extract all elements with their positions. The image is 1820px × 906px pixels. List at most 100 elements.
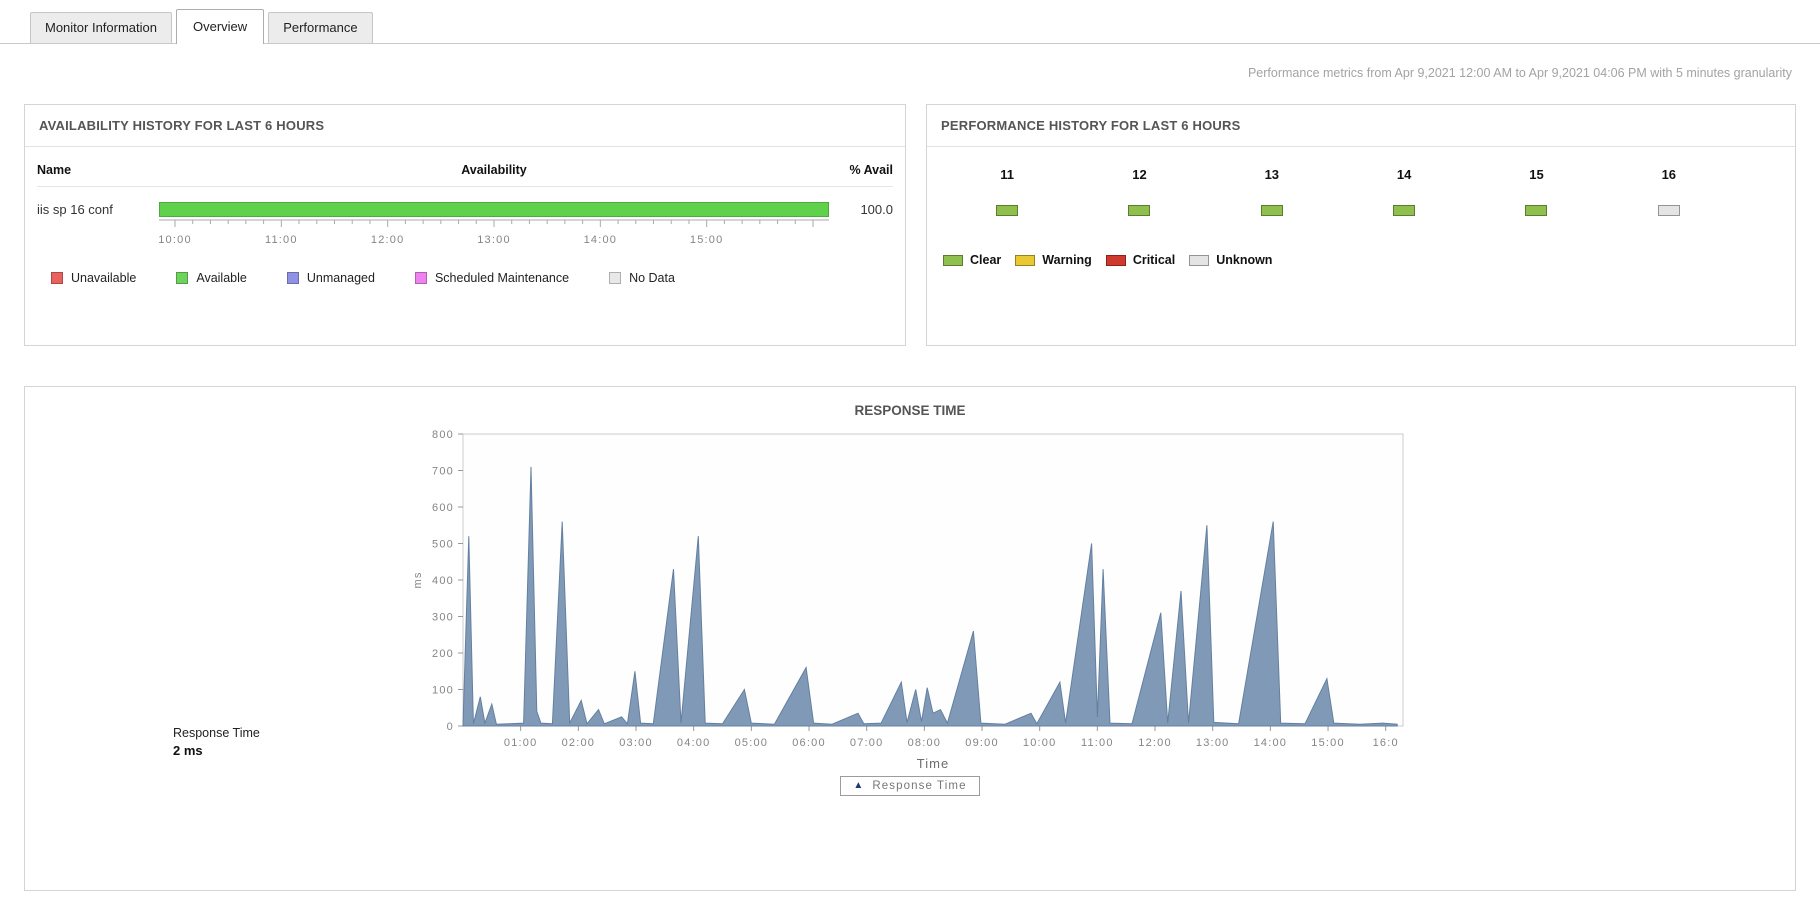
svg-text:200: 200: [432, 648, 454, 660]
availability-legend-item: Unavailable: [51, 271, 136, 285]
availability-legend-item: No Data: [609, 271, 675, 285]
hour-status-box: [1260, 205, 1283, 216]
hour-status-box: [1393, 205, 1416, 216]
hour-status-box: [996, 205, 1019, 216]
response-time-chart-title: RESPONSE TIME: [854, 403, 966, 418]
tab-overview[interactable]: Overview: [176, 9, 265, 44]
legend-label: Warning: [1042, 253, 1092, 267]
availability-time-axis-row: 10:00 11:00 12:00 13:00 14:00 15:00: [37, 219, 893, 255]
legend-label: No Data: [629, 271, 675, 285]
legend-swatch: [414, 272, 427, 284]
performance-hour-cell: 11: [941, 167, 1073, 219]
svg-text:05:00: 05:00: [735, 737, 769, 749]
svg-text:02:00: 02:00: [562, 737, 596, 749]
response-time-chart: 0 100 200 300 400 500 600 700 800 01:00 02:00 03:00…: [412, 429, 1404, 771]
svg-text:500: 500: [432, 539, 454, 551]
hour-label: 15: [1529, 167, 1544, 182]
legend-swatch: [1189, 254, 1210, 266]
availability-time-axis: 10:00 11:00 12:00 13:00 14:00 15:00: [158, 219, 829, 246]
svg-text:04:00: 04:00: [677, 737, 711, 749]
response-time-summary-label: Response Time: [173, 726, 260, 740]
svg-text:15:00: 15:00: [1311, 737, 1345, 749]
svg-text:03:00: 03:00: [619, 737, 653, 749]
availability-table-row: iis sp 16 conf 100.0: [37, 187, 893, 219]
svg-text:06:00: 06:00: [792, 737, 826, 749]
svg-text:11:00: 11:00: [1081, 737, 1114, 749]
response-time-chart-legend[interactable]: ▲ Response Time: [840, 776, 980, 796]
legend-swatch: [609, 272, 622, 284]
tab-performance[interactable]: Performance: [268, 12, 373, 43]
legend-swatch: [1015, 254, 1036, 266]
legend-label: Unknown: [1216, 253, 1273, 267]
availability-panel-title: AVAILABILITY HISTORY FOR LAST 6 HOURS: [25, 105, 905, 147]
svg-text:11:00: 11:00: [265, 234, 298, 246]
svg-text:300: 300: [432, 612, 454, 624]
performance-hours-row: 11 12 13 14 15 16: [927, 147, 1795, 219]
availability-table-header: Name Availability % Avail: [37, 151, 893, 187]
svg-text:10:00: 10:00: [1023, 737, 1057, 749]
column-header-availability: Availability: [461, 163, 527, 177]
availability-legend: Unavailable Available Unmanaged Scheduled M…: [37, 255, 893, 285]
svg-text:08:00: 08:00: [908, 737, 942, 749]
availability-bar: [159, 202, 829, 217]
svg-text:ms: ms: [412, 571, 424, 588]
legend-swatch: [286, 272, 299, 284]
svg-text:Time: Time: [917, 756, 949, 771]
tab-bar: Monitor Information Overview Performance: [0, 9, 1820, 44]
response-time-panel: RESPONSE TIME 0 100 200 300 400 500 600 700 800 0…: [24, 386, 1796, 891]
svg-text:14:00: 14:00: [1254, 737, 1288, 749]
performance-hour-cell: 16: [1603, 167, 1735, 219]
availability-legend-item: Unmanaged: [286, 271, 375, 285]
svg-text:700: 700: [432, 466, 454, 478]
availability-legend-item: Available: [176, 271, 247, 285]
performance-hour-cell: 15: [1470, 167, 1602, 219]
performance-legend-item: Critical: [1105, 253, 1176, 267]
tab-monitor-information[interactable]: Monitor Information: [30, 12, 172, 43]
availability-history-panel: AVAILABILITY HISTORY FOR LAST 6 HOURS Na…: [24, 104, 906, 346]
performance-legend-item: Unknown: [1189, 253, 1272, 267]
legend-swatch: [1105, 254, 1126, 266]
svg-text:13:00: 13:00: [1196, 737, 1230, 749]
legend-label: Scheduled Maintenance: [434, 271, 570, 285]
monitor-name: iis sp 16 conf: [37, 202, 113, 217]
legend-swatch: [943, 254, 963, 266]
hour-status-box: [1525, 205, 1548, 216]
svg-text:09:00: 09:00: [965, 737, 999, 749]
hour-label: 14: [1396, 167, 1412, 182]
legend-label: Critical: [1132, 253, 1176, 267]
svg-text:13:00: 13:00: [477, 234, 511, 246]
response-time-summary-value: 2 ms: [173, 743, 203, 758]
column-header-name: Name: [37, 163, 72, 177]
svg-text:15:00: 15:00: [690, 234, 724, 246]
svg-text:07:00: 07:00: [850, 737, 884, 749]
legend-swatch: [51, 272, 63, 284]
hour-label: 16: [1661, 167, 1677, 182]
svg-text:800: 800: [432, 429, 454, 441]
availability-bar-track: [159, 202, 829, 217]
column-header-percent-avail: % Avail: [849, 163, 893, 177]
legend-swatch: [176, 272, 189, 284]
performance-legend-item: Clear: [943, 253, 1001, 267]
metrics-granularity-note: Performance metrics from Apr 9,2021 12:0…: [1247, 66, 1792, 80]
legend-label: Clear: [970, 253, 1002, 267]
performance-history-panel: PERFORMANCE HISTORY FOR LAST 6 HOURS 11 1…: [926, 104, 1796, 346]
performance-hour-cell: 13: [1206, 167, 1338, 219]
hour-status-box: [1657, 205, 1680, 216]
svg-text:0: 0: [447, 721, 454, 733]
hour-label: 11: [1000, 167, 1015, 182]
svg-text:10:00: 10:00: [158, 234, 192, 246]
performance-panel-title: PERFORMANCE HISTORY FOR LAST 6 HOURS: [927, 105, 1795, 147]
performance-legend-item: Warning: [1015, 253, 1092, 267]
svg-text:12:00: 12:00: [1138, 737, 1172, 749]
svg-text:16:0: 16:0: [1373, 737, 1399, 749]
legend-series-label: Response Time: [872, 780, 967, 792]
svg-text:01:00: 01:00: [504, 737, 538, 749]
hour-label: 13: [1264, 167, 1280, 182]
legend-label: Available: [196, 271, 247, 285]
performance-hour-cell: 14: [1338, 167, 1470, 219]
hour-status-box: [1128, 205, 1151, 216]
availability-legend-item: Scheduled Maintenance: [414, 271, 570, 285]
svg-text:600: 600: [432, 502, 454, 514]
legend-series-icon: ▲: [853, 780, 865, 791]
svg-text:12:00: 12:00: [371, 234, 405, 246]
